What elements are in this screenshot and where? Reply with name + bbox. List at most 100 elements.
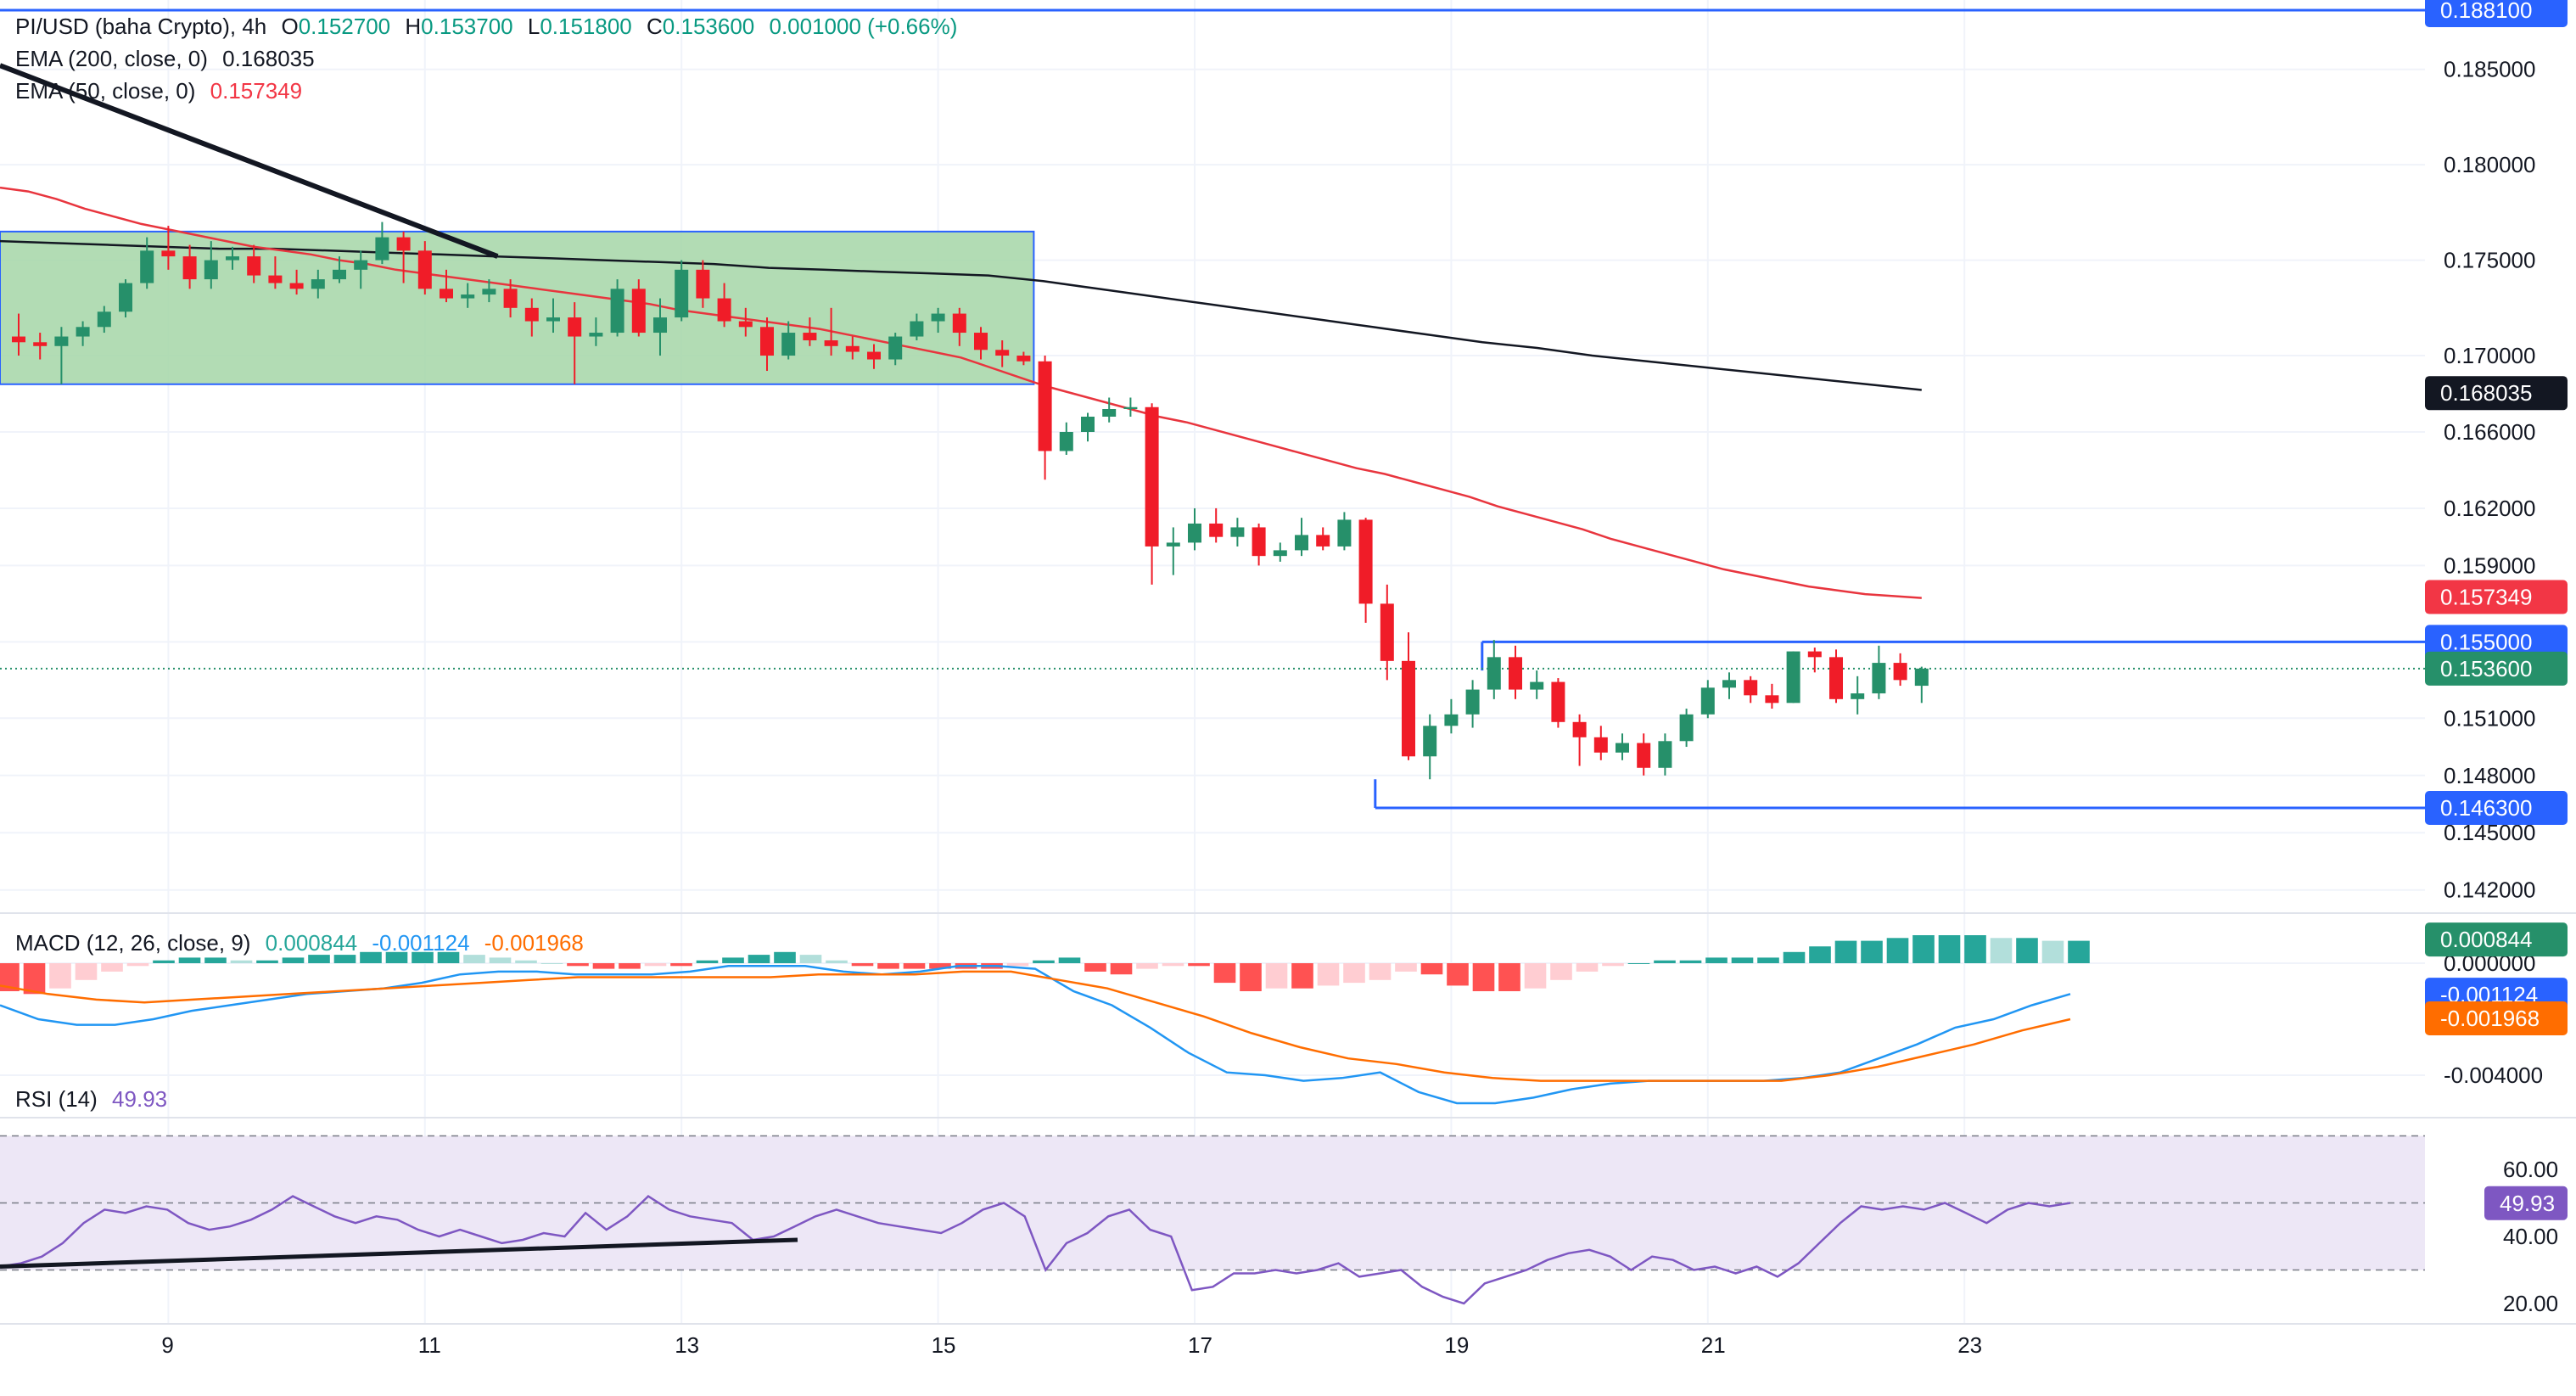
x-tick-label: 21	[1701, 1332, 1726, 1358]
candle-body	[97, 311, 111, 328]
candle	[1337, 512, 1352, 551]
candle-body	[1016, 356, 1031, 362]
price-tag: 0.153600	[2440, 656, 2532, 681]
candle-body	[1252, 527, 1266, 557]
candle	[1722, 672, 1736, 699]
candle	[226, 246, 239, 270]
candle-body	[952, 313, 966, 334]
candle	[1658, 733, 1672, 776]
macd-histogram-bar	[204, 957, 227, 963]
rsi-tag: 49.93	[2500, 1191, 2555, 1216]
macd-histogram-bar	[1498, 963, 1520, 991]
candle	[1679, 709, 1694, 748]
macd-histogram-bar	[670, 963, 692, 967]
macd-histogram-bar	[903, 963, 926, 969]
legend-close: C0.153600	[647, 14, 755, 39]
legend-open: O0.152700	[281, 14, 391, 39]
price-tag: 0.146300	[2440, 795, 2532, 821]
candle	[1851, 676, 1865, 715]
macd-histogram-bar	[644, 963, 667, 967]
candle	[1252, 523, 1266, 566]
macd-histogram-bar	[515, 960, 537, 963]
x-tick-label: 15	[932, 1332, 956, 1358]
legend-rsi: RSI (14) 49.93	[15, 1086, 176, 1113]
candle	[1423, 714, 1437, 780]
candle	[1444, 698, 1459, 734]
macd-histogram-bar	[1912, 935, 1935, 963]
candle	[182, 244, 197, 289]
candle	[931, 307, 945, 334]
macd-histogram-bar	[1369, 963, 1392, 980]
candle	[1123, 397, 1138, 417]
candle	[482, 279, 496, 303]
macd-histogram-bar	[101, 963, 123, 972]
candle-body	[54, 336, 69, 346]
macd-histogram-bar	[49, 963, 71, 989]
candle	[1616, 733, 1629, 760]
candle	[888, 333, 903, 366]
candle-body	[204, 260, 218, 280]
price-tag-bg	[2425, 625, 2568, 659]
candle	[995, 340, 1010, 367]
macd-histogram-bar	[178, 957, 201, 963]
candle-body	[1295, 535, 1308, 551]
candle	[1465, 680, 1480, 728]
y-tick-label: 0.162000	[2444, 496, 2535, 521]
candle	[1380, 584, 1394, 681]
legend-low: L0.151800	[527, 14, 632, 39]
candle	[417, 241, 432, 295]
macd-histogram-bar	[2016, 938, 2038, 963]
candle-body	[1914, 668, 1929, 687]
candle	[333, 256, 346, 283]
rsi-trendline	[0, 1237, 798, 1270]
x-tick-label: 13	[675, 1332, 699, 1358]
price-tag-bg	[2425, 0, 2568, 27]
candle-body	[1658, 741, 1672, 768]
candle-body	[226, 256, 239, 261]
macd-histogram-bar	[333, 955, 356, 963]
macd-histogram-bar	[1395, 963, 1417, 972]
candle	[568, 302, 582, 384]
legend-rsi-value: 49.93	[112, 1086, 168, 1112]
candle	[1914, 666, 1929, 704]
candle	[610, 279, 624, 337]
price-tag: 0.188100	[2440, 0, 2532, 23]
candle-body	[610, 289, 624, 334]
rsi-tag-bg	[2484, 1186, 2568, 1220]
candle	[781, 321, 796, 360]
candle-body	[482, 289, 496, 295]
macd-histogram-bar	[1705, 957, 1728, 963]
macd-histogram-bar	[619, 963, 641, 969]
macd-histogram-bar	[1447, 963, 1469, 986]
candle-body	[161, 250, 176, 257]
macd-histogram-bar	[877, 963, 899, 969]
price-tag-bg	[2425, 791, 2568, 825]
candle	[503, 279, 518, 318]
candle	[1700, 680, 1715, 719]
candle	[461, 283, 475, 308]
macd-histogram-bar	[1291, 963, 1313, 989]
candle	[1102, 397, 1117, 423]
x-tick-label: 11	[418, 1332, 441, 1358]
candle-body	[119, 283, 132, 312]
candle-body	[1616, 743, 1629, 753]
candle	[161, 226, 176, 270]
macd-histogram-bar	[1602, 963, 1624, 967]
candle	[1765, 683, 1779, 709]
y-tick-label: 0.142000	[2444, 877, 2535, 903]
macd-histogram-bar	[1033, 960, 1055, 963]
legend-ema200: EMA (200, close, 0) 0.168035	[15, 46, 323, 72]
candle-body	[1166, 542, 1180, 547]
macd-histogram-bar	[1188, 963, 1210, 967]
y-tick-label: 0.151000	[2444, 705, 2535, 731]
macd-y-tick-label: -0.004000	[2444, 1062, 2543, 1088]
candle-body	[12, 336, 25, 343]
candle	[1145, 403, 1159, 585]
candle-body	[653, 317, 667, 334]
candle	[1188, 507, 1201, 551]
legend-macd-line: -0.001124	[372, 930, 470, 956]
y-tick-label: 0.166000	[2444, 419, 2535, 445]
rsi-y-tick-label: 40.00	[2503, 1224, 2558, 1249]
candle-body	[182, 256, 197, 280]
